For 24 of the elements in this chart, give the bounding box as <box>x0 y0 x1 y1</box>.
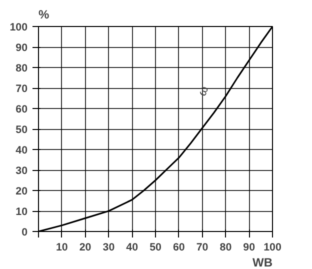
y-tick-label: 20 <box>16 186 28 198</box>
y-tick-label: 90 <box>16 42 28 54</box>
x-tick-label: 30 <box>102 242 115 254</box>
x-tick-label: 50 <box>150 242 162 254</box>
y-tick-label: 40 <box>16 144 28 156</box>
x-tick-label: 60 <box>172 242 185 254</box>
y-tick-label: 100 <box>10 22 28 34</box>
y-tick-label: 50 <box>16 124 28 136</box>
y-tick-label: 70 <box>16 83 28 95</box>
y-tick-label: 0 <box>22 226 28 238</box>
y-tick-label: 10 <box>16 206 28 218</box>
y-tick-label: 80 <box>16 62 28 74</box>
x-tick-label: 90 <box>243 242 256 254</box>
y-tick-label: 60 <box>16 104 28 116</box>
y-axis-title: % <box>38 8 50 22</box>
x-tick-label: 80 <box>220 242 232 254</box>
y-tick-label: 30 <box>16 165 28 177</box>
x-tick-label: 20 <box>79 242 92 254</box>
x-axis-title: WB <box>252 256 273 269</box>
x-tick-label: 40 <box>126 242 138 254</box>
x-tick-label: 100 <box>264 242 282 254</box>
x-tick-label: 10 <box>56 242 68 254</box>
x-tick-label: 70 <box>196 242 208 254</box>
annotation: ω <box>194 84 212 98</box>
